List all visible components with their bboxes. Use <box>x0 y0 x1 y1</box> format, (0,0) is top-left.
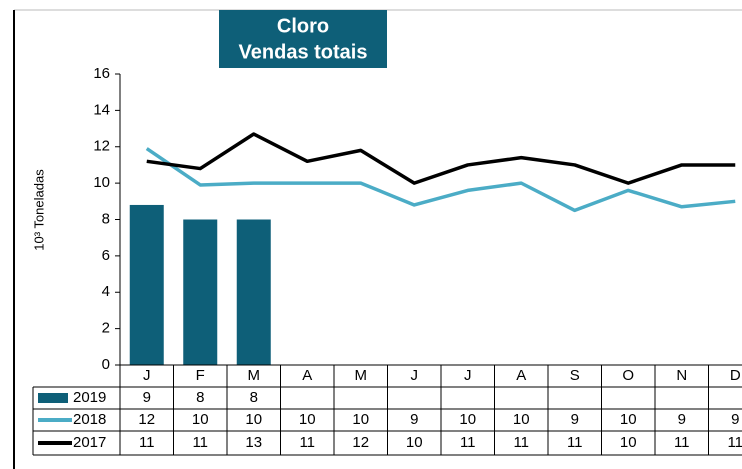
data-label: 10 <box>620 411 637 428</box>
bar <box>236 219 271 365</box>
data-label: 10 <box>459 411 476 428</box>
data-label: 9 <box>731 411 739 428</box>
y-tick-label: 0 <box>102 356 110 373</box>
data-label: 10 <box>406 434 423 451</box>
data-label: 11 <box>139 434 155 451</box>
data-label: 11 <box>567 434 583 451</box>
y-tick-label: 16 <box>93 65 110 82</box>
line <box>146 132 736 185</box>
chart-title: Cloro <box>277 15 329 37</box>
chart-subtitle: Vendas totais <box>239 41 368 63</box>
data-label: 8 <box>196 389 204 406</box>
data-label: 11 <box>513 434 529 451</box>
data-label: 11 <box>299 434 315 451</box>
data-label: 8 <box>250 389 258 406</box>
y-tick-label: 12 <box>93 138 110 155</box>
legend-label: 2018 <box>73 411 106 428</box>
x-tick-label: J <box>464 367 472 384</box>
x-tick-label: S <box>570 367 580 384</box>
data-label: 9 <box>143 389 151 406</box>
x-tick-label: D <box>730 367 741 384</box>
x-tick-label: J <box>411 367 419 384</box>
x-tick-label: J <box>143 367 151 384</box>
legend-swatch <box>38 393 68 403</box>
data-label: 11 <box>460 434 476 451</box>
data-label: 10 <box>245 411 262 428</box>
x-tick-label: F <box>196 367 205 384</box>
data-label: 10 <box>299 411 316 428</box>
bar <box>129 204 164 365</box>
x-tick-label: O <box>622 367 634 384</box>
y-tick-label: 10 <box>93 174 110 191</box>
x-tick-label: M <box>248 367 261 384</box>
y-tick-label: 6 <box>102 247 110 264</box>
data-label: 10 <box>352 411 369 428</box>
bar <box>183 219 218 365</box>
data-label: 9 <box>571 411 579 428</box>
data-label: 10 <box>192 411 209 428</box>
y-tick-label: 4 <box>102 283 110 300</box>
x-tick-label: M <box>355 367 368 384</box>
y-tick-label: 14 <box>93 101 110 118</box>
line <box>145 147 736 213</box>
data-label: 11 <box>192 434 208 451</box>
data-label: 13 <box>245 434 262 451</box>
legend-label: 2017 <box>73 434 106 451</box>
data-label: 12 <box>138 411 155 428</box>
y-axis-label: 10³ Toneladas <box>31 169 46 251</box>
x-tick-label: A <box>302 367 312 384</box>
legend-label: 2019 <box>73 389 106 406</box>
x-tick-label: A <box>516 367 526 384</box>
y-tick-label: 2 <box>102 320 110 337</box>
data-label: 10 <box>513 411 530 428</box>
y-tick-label: 8 <box>102 210 110 227</box>
data-label: 10 <box>620 434 637 451</box>
data-label: 11 <box>674 434 690 451</box>
title-box <box>219 10 387 68</box>
x-tick-label: N <box>676 367 687 384</box>
data-label: 9 <box>410 411 418 428</box>
data-label: 9 <box>678 411 686 428</box>
data-label: 11 <box>727 434 742 451</box>
data-label: 12 <box>352 434 369 451</box>
